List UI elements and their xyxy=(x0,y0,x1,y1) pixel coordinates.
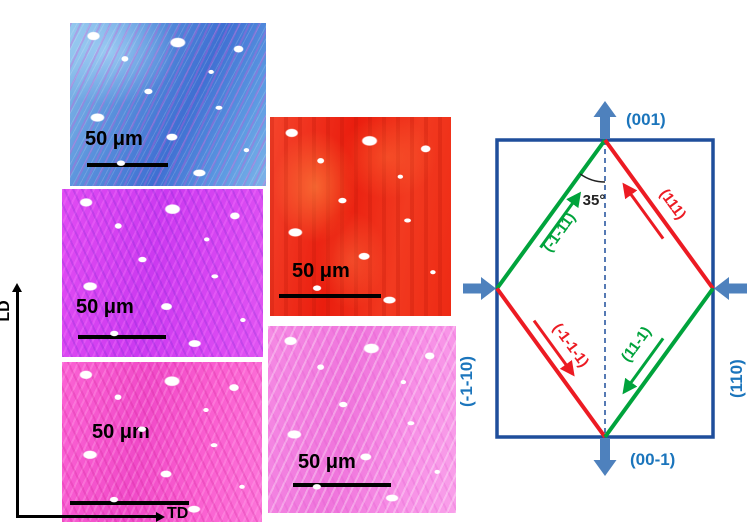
slip-plane-top-right xyxy=(603,138,715,290)
shear-arrow-bottom-right xyxy=(622,337,665,395)
scale-label: 50 μm xyxy=(292,260,350,282)
micrograph-blue: 50 μm xyxy=(70,23,266,186)
plane-label-top: (001) xyxy=(626,110,666,129)
td-axis-line xyxy=(16,515,156,518)
ld-axis-line xyxy=(16,292,19,517)
scale-label: 50 μm xyxy=(76,296,134,318)
slip-plane-bottom-right xyxy=(603,287,715,439)
angle-arc xyxy=(579,173,606,183)
slip-plane-diagram: 35° (001) (00-1) (-1-10) (110) (-1-11) (… xyxy=(457,101,747,476)
scale-bar xyxy=(293,483,391,487)
scale-bar xyxy=(279,294,381,298)
slip-label-top-left: (-1-11) xyxy=(539,209,579,255)
td-axis-arrowhead-icon xyxy=(156,512,165,522)
ld-axis-label: LD xyxy=(0,300,13,322)
micrograph-magenta: 50 μm xyxy=(62,362,262,522)
micrograph-violet: 50 μm xyxy=(62,189,263,357)
scale-label: 50 μm xyxy=(85,128,143,150)
scale-label: 50 μm xyxy=(298,451,356,473)
scale-bar xyxy=(87,163,168,167)
slip-plane-top-left xyxy=(495,138,607,290)
micrograph-pink: 50 μm xyxy=(268,326,456,513)
load-arrow-right-icon xyxy=(463,277,496,300)
plane-label-bottom: (00-1) xyxy=(630,450,675,469)
slip-label-bottom-left: (-1-1-1) xyxy=(549,320,592,370)
shear-arrow-top-right xyxy=(622,182,665,240)
scale-bar xyxy=(78,335,166,339)
td-axis-label: TD xyxy=(167,505,189,522)
load-arrow-left-icon xyxy=(714,277,747,300)
angle-label: 35° xyxy=(583,192,606,209)
shear-arrow-top-left xyxy=(539,191,582,249)
scale-bar xyxy=(70,501,189,505)
ld-axis-arrowhead-icon xyxy=(12,283,22,292)
shear-arrow-bottom-left xyxy=(532,319,575,377)
micrograph-red: 50 μm xyxy=(270,117,451,316)
plane-label-right: (110) xyxy=(727,359,746,398)
load-arrow-up-icon xyxy=(593,101,617,139)
load-arrow-down-icon xyxy=(593,438,617,476)
plane-label-left: (-1-10) xyxy=(457,356,476,407)
scale-label: 50 μm xyxy=(92,421,150,443)
slip-plane-bottom-left xyxy=(495,287,607,439)
